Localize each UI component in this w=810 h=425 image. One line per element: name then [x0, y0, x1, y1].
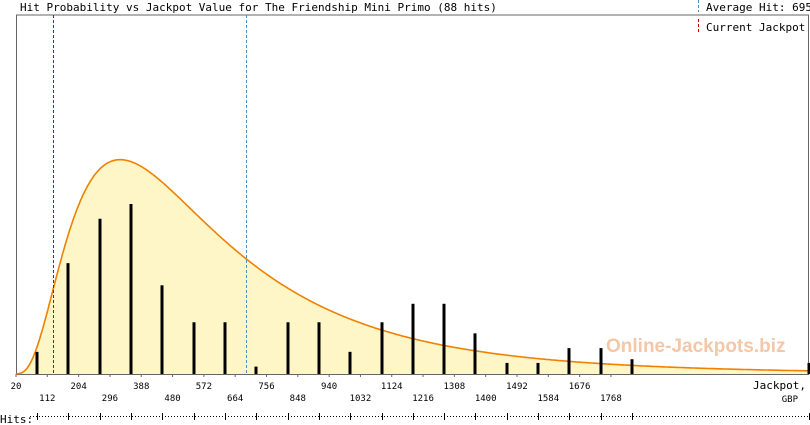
bar: [66, 263, 70, 374]
x-tick-label: 1768: [600, 394, 622, 404]
x-tick-label: 1032: [350, 394, 372, 404]
bar: [348, 351, 352, 374]
x-tick-label: 1584: [537, 394, 559, 404]
watermark: Online-Jackpots.biz: [606, 336, 785, 357]
x-tick-label: 388: [133, 382, 149, 392]
x-tick-label: 204: [70, 382, 86, 392]
legend-average-label: Average Hit: 695: [706, 1, 810, 14]
bars-layer: [35, 204, 810, 374]
legend-current-label: Current Jackpot: [706, 21, 805, 34]
x-tick-label: 1216: [412, 394, 434, 404]
bar: [286, 322, 290, 374]
x-tick-label: 1308: [444, 382, 466, 392]
x-tick-label: 1492: [506, 382, 528, 392]
bar: [473, 333, 477, 374]
x-tick-label: 1400: [475, 394, 497, 404]
curve-fill: [16, 159, 809, 374]
x-tick-label: 112: [39, 394, 55, 404]
bar: [380, 322, 384, 374]
x-tick-label: 664: [227, 394, 243, 404]
bar: [442, 303, 446, 374]
bar: [599, 348, 603, 374]
bar: [35, 351, 39, 374]
bar: [536, 362, 540, 374]
bar: [630, 359, 634, 374]
bar: [223, 322, 227, 374]
x-tick-label: 296: [102, 394, 118, 404]
x-tick-label: 940: [321, 382, 337, 392]
bar: [807, 362, 810, 374]
x-axis-label: Jackpot,: [753, 379, 806, 392]
bar: [129, 204, 133, 374]
x-tick-label: 480: [164, 394, 180, 404]
x-axis-unit: GBP: [782, 395, 799, 405]
x-tick-label: 848: [290, 394, 306, 404]
x-tick-label: 572: [196, 382, 212, 392]
legend: Average Hit: 695 Current Jackpot: [698, 0, 810, 34]
bar: [160, 285, 164, 374]
chart-title: Hit Probability vs Jackpot Value for The…: [20, 1, 497, 14]
bar: [317, 322, 321, 374]
x-tick-label: 1676: [569, 382, 591, 392]
hits-label: Hits:: [0, 413, 33, 425]
bar: [192, 322, 196, 374]
x-tick-label: 756: [258, 382, 274, 392]
bar: [505, 362, 509, 374]
bar: [411, 303, 415, 374]
bar: [254, 366, 258, 374]
bar: [98, 218, 102, 374]
bar: [567, 348, 571, 374]
x-ticks-layer: 20 204 388 572 756 940 1124 1308 1492 1676 112 296 4…: [11, 374, 622, 404]
x-tick-label: 20: [11, 382, 22, 392]
x-tick-label: 1124: [381, 382, 403, 392]
